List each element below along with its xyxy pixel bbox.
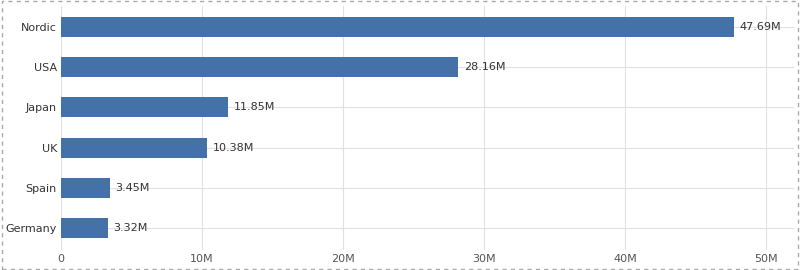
Bar	[61, 97, 228, 117]
Bar	[61, 17, 734, 37]
Text: 28.16M: 28.16M	[464, 62, 506, 72]
Text: 3.45M: 3.45M	[115, 183, 150, 193]
Bar	[61, 218, 108, 238]
Bar	[61, 138, 207, 158]
Text: 10.38M: 10.38M	[213, 143, 254, 153]
Text: 11.85M: 11.85M	[234, 102, 275, 112]
Text: 47.69M: 47.69M	[739, 22, 781, 32]
Bar	[61, 57, 458, 77]
Bar	[61, 178, 110, 198]
Text: 3.32M: 3.32M	[114, 223, 148, 233]
